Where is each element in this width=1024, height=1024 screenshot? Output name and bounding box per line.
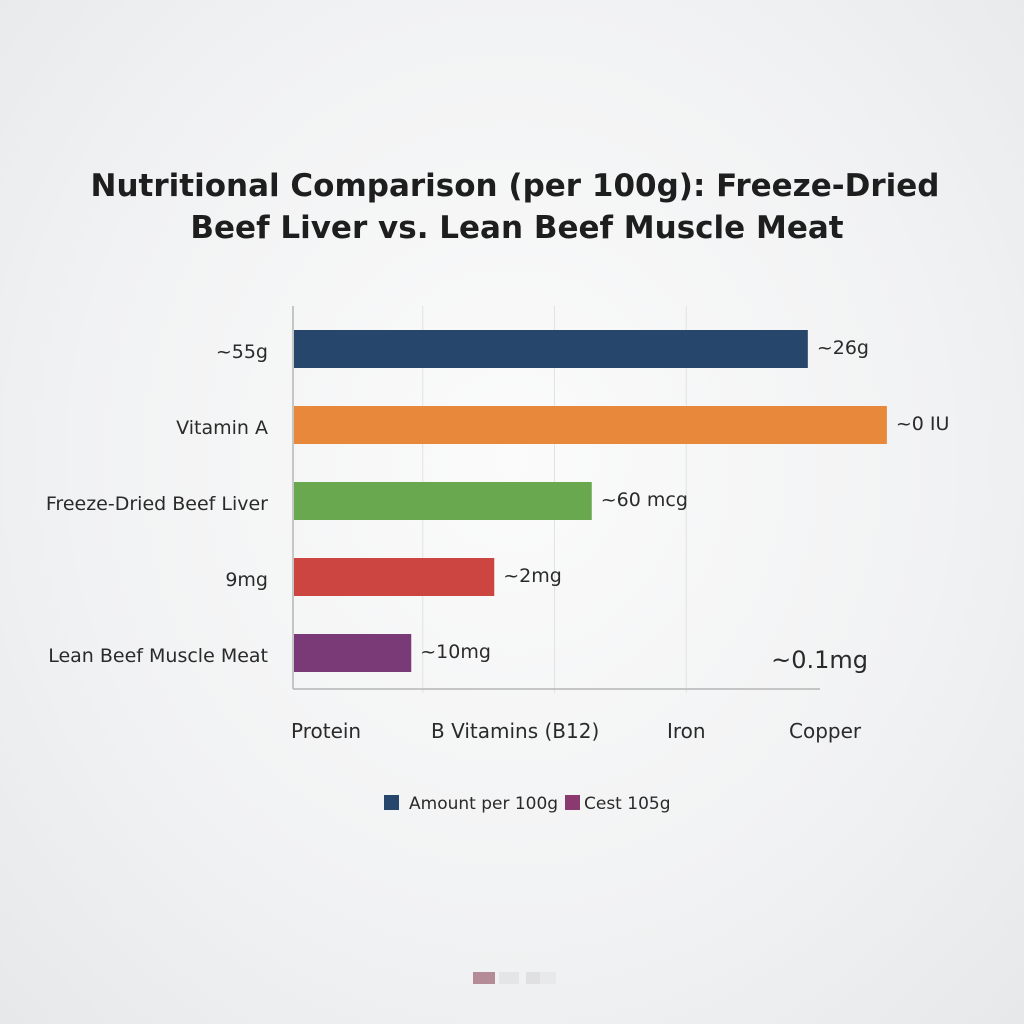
legend: Amount per 100g Cest 105g xyxy=(384,794,671,814)
y-tick-label: 9mg xyxy=(225,569,268,591)
pager-dot-active[interactable] xyxy=(473,972,495,984)
x-tick-label: Copper xyxy=(789,719,862,743)
x-tick-label: B Vitamins (B12) xyxy=(431,719,599,743)
legend-label-cest: Cest 105g xyxy=(584,794,671,814)
x-tick-label: Iron xyxy=(667,719,706,743)
y-tick-label: Freeze-Dried Beef Liver xyxy=(46,493,268,515)
legend-label-amount: Amount per 100g xyxy=(409,794,558,814)
x-tick-label: Protein xyxy=(291,719,361,743)
bar xyxy=(294,482,592,520)
pager-dot[interactable] xyxy=(499,972,519,984)
chart-title-line-1: Nutritional Comparison (per 100g): Freez… xyxy=(91,168,940,204)
chart-title-line-2: Beef Liver vs. Lean Beef Muscle Meat xyxy=(190,210,843,246)
bar xyxy=(294,330,808,368)
pager-dots xyxy=(473,972,556,984)
bar xyxy=(294,558,495,596)
bar-value-label: ~26g xyxy=(817,337,869,359)
bar xyxy=(294,634,412,672)
annotation-label: ~0.1mg xyxy=(771,646,868,674)
bar xyxy=(294,406,887,444)
pager-dot[interactable] xyxy=(540,972,556,984)
pager-dot[interactable] xyxy=(526,972,540,984)
bar-value-label: ~10mg xyxy=(420,641,491,663)
legend-swatch-cest xyxy=(565,795,580,810)
legend-swatch-amount xyxy=(384,795,399,810)
y-tick-label: Vitamin A xyxy=(176,417,268,439)
bar-value-label: ~60 mcg xyxy=(601,489,688,511)
y-tick-label: ~55g xyxy=(216,341,268,363)
y-tick-label: Lean Beef Muscle Meat xyxy=(48,645,268,667)
bar-value-label: ~2mg xyxy=(503,565,562,587)
bar-value-label: ~0 IU xyxy=(896,413,950,435)
